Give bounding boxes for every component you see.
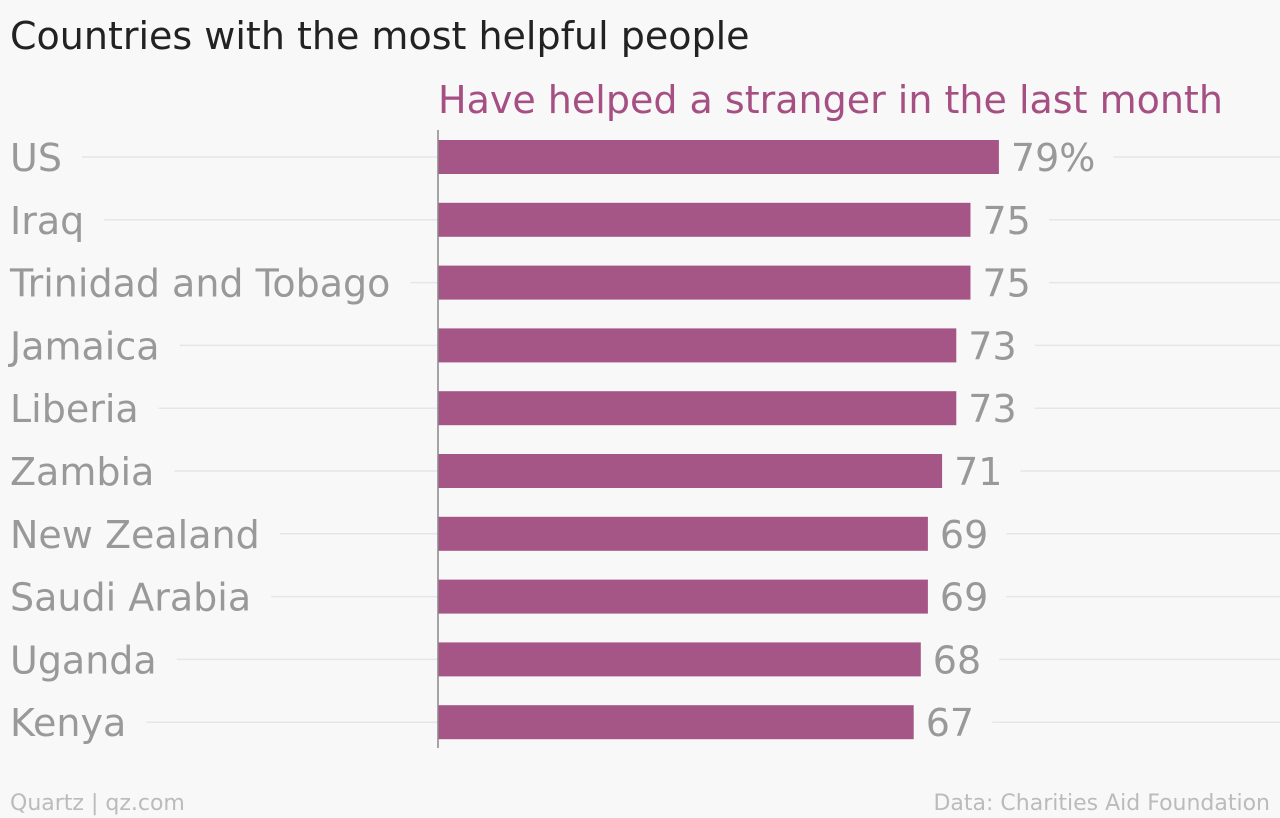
bar — [438, 579, 928, 614]
value-label: 71 — [954, 450, 1002, 494]
footer-credit: Quartz | qz.com — [10, 791, 185, 816]
value-label: 75 — [983, 262, 1031, 306]
category-label: US — [10, 136, 62, 180]
category-label: Liberia — [10, 387, 139, 431]
bar — [438, 454, 943, 488]
bar — [438, 705, 914, 740]
value-label: 73 — [968, 387, 1016, 431]
category-label: New Zealand — [10, 513, 260, 557]
bar — [438, 391, 957, 426]
value-label: 75 — [983, 199, 1031, 243]
page-title: Countries with the most helpful people — [10, 14, 750, 58]
value-label: 69 — [940, 513, 988, 557]
value-label: 79% — [1011, 136, 1095, 180]
bar — [438, 202, 971, 237]
value-label: 68 — [933, 638, 981, 682]
category-label: Jamaica — [8, 324, 160, 368]
bar — [438, 265, 971, 300]
category-label: Uganda — [10, 638, 157, 682]
bar — [438, 328, 957, 363]
category-label: Trinidad and Tobago — [9, 262, 390, 306]
series-title: Have helped a stranger in the last month — [438, 78, 1223, 122]
bar — [438, 140, 999, 174]
category-label: Zambia — [10, 450, 154, 494]
value-label: 69 — [940, 576, 988, 620]
category-label: Kenya — [10, 701, 126, 745]
category-label: Iraq — [10, 199, 84, 243]
value-label: 67 — [926, 701, 974, 745]
bar — [438, 516, 928, 551]
value-label: 73 — [968, 324, 1016, 368]
footer-source: Data: Charities Aid Foundation — [933, 791, 1270, 816]
category-label: Saudi Arabia — [10, 576, 251, 620]
bar — [438, 642, 921, 677]
